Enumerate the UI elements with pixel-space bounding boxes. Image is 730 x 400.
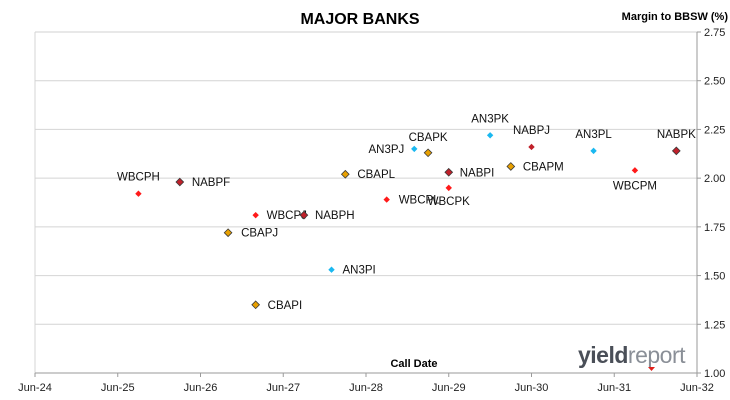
marker-cbapi — [251, 300, 261, 310]
marker-wbcph — [135, 190, 142, 197]
data-point-wbcpj: WBCPJ — [252, 210, 307, 222]
data-point-nabpj: NABPJ — [513, 125, 550, 151]
marker-nabpk — [671, 146, 681, 156]
marker-nabph — [299, 210, 309, 220]
point-label-cbapj: CBAPJ — [241, 228, 278, 240]
marker-an3pl — [590, 147, 597, 155]
point-label-wbcpj: WBCPJ — [267, 210, 307, 222]
marker-cbapj — [223, 228, 233, 238]
marker-wbcpj — [252, 211, 259, 219]
point-label-an3pi: AN3PI — [343, 265, 376, 277]
y-tick-label: 2.00 — [704, 173, 725, 185]
y-axis-label: Margin to BBSW (%) — [622, 11, 729, 23]
data-points: WBCPH NABPF CBAPJ WBCPJ CBAPI NABPH AN3PI CBAPL… — [117, 113, 696, 312]
y-tick-label: 1.50 — [704, 271, 725, 283]
marker-an3pj — [411, 145, 418, 153]
logo-accent-mark — [648, 367, 655, 371]
marker-nabpi — [444, 167, 454, 177]
marker-wbcpl — [383, 196, 390, 203]
point-label-nabpk: NABPK — [657, 129, 696, 141]
data-point-wbcph: WBCPH — [117, 172, 160, 197]
point-label-an3pl: AN3PL — [575, 129, 612, 141]
chart-title: MAJOR BANKS — [300, 11, 419, 28]
svg-text:yieldreport: yieldreport — [578, 342, 686, 368]
marker-wbcpk — [445, 184, 452, 192]
data-point-cbapl: CBAPL — [340, 169, 396, 181]
x-tick-label: Jun-28 — [349, 382, 383, 394]
data-point-an3pi: AN3PI — [328, 265, 376, 277]
marker-an3pi — [328, 266, 335, 273]
x-tick-label: Jun-29 — [432, 382, 466, 394]
data-point-an3pj: AN3PJ — [368, 144, 418, 156]
y-tick-label: 2.50 — [704, 76, 725, 88]
x-axis-ticks: Jun-24 Jun-25 Jun-26 Jun-27 Jun-28 Jun-29 Jun-… — [18, 373, 714, 394]
x-axis-label: Call Date — [390, 358, 437, 370]
point-label-cbapm: CBAPM — [523, 161, 564, 173]
y-tick-label: 2.25 — [704, 124, 725, 136]
point-label-cbapl: CBAPL — [357, 169, 395, 181]
y-tick-label: 2.75 — [704, 27, 725, 39]
x-tick-label: Jun-31 — [597, 382, 631, 394]
point-label-wbcph: WBCPH — [117, 172, 160, 184]
point-label-wbcpl: WBCPL — [399, 195, 441, 207]
point-label-an3pk: AN3PK — [471, 113, 509, 125]
point-label-an3pj: AN3PJ — [368, 144, 404, 156]
data-point-nabpi: NABPI — [444, 167, 495, 179]
x-tick-label: Jun-26 — [184, 382, 218, 394]
y-tick-label: 1.25 — [704, 319, 725, 331]
point-label-wbcpk: WBCPK — [428, 196, 471, 208]
y-tick-label: 1.75 — [704, 222, 725, 234]
marker-nabpj — [528, 143, 535, 151]
x-tick-label: Jun-30 — [515, 382, 549, 394]
x-tick-label: Jun-25 — [101, 382, 135, 394]
yieldreport-logo: yieldreport — [578, 342, 687, 371]
data-point-cbapj: CBAPJ — [223, 228, 278, 240]
marker-cbapl — [340, 169, 350, 179]
point-label-cbapk: CBAPK — [409, 132, 448, 144]
data-point-cbapi: CBAPI — [251, 300, 303, 312]
data-point-nabpk: NABPK — [657, 129, 696, 156]
data-point-wbcpm: WBCPM — [613, 167, 657, 192]
data-point-nabpf: NABPF — [175, 177, 230, 189]
data-point-an3pk: AN3PK — [471, 113, 509, 139]
x-tick-label: Jun-27 — [266, 382, 300, 394]
data-point-wbcpl: WBCPL — [383, 195, 440, 207]
marker-cbapm — [506, 162, 516, 171]
y-axis-ticks: 1.00 1.25 1.50 1.75 2.00 2.25 2.50 2.75 — [697, 27, 725, 380]
point-label-nabpf: NABPF — [192, 177, 230, 189]
x-tick-label: Jun-32 — [680, 382, 714, 394]
point-label-wbcpm: WBCPM — [613, 180, 657, 192]
y-tick-label: 1.00 — [704, 368, 725, 380]
marker-cbapk — [423, 148, 433, 158]
data-point-wbcpk: WBCPK — [428, 184, 471, 208]
marker-an3pk — [486, 132, 494, 139]
data-point-an3pl: AN3PL — [575, 129, 612, 155]
point-label-nabpi: NABPI — [460, 167, 495, 179]
point-label-cbapi: CBAPI — [268, 300, 303, 312]
gridlines — [34, 31, 698, 374]
data-point-nabph: NABPH — [299, 210, 355, 222]
point-label-nabpj: NABPJ — [513, 125, 550, 137]
data-point-cbapk: CBAPK — [409, 132, 448, 158]
marker-wbcpm — [631, 167, 639, 174]
data-point-cbapm: CBAPM — [506, 161, 564, 173]
point-label-nabph: NABPH — [315, 210, 355, 222]
x-tick-label: Jun-24 — [18, 382, 52, 394]
marker-nabpf — [175, 177, 185, 187]
